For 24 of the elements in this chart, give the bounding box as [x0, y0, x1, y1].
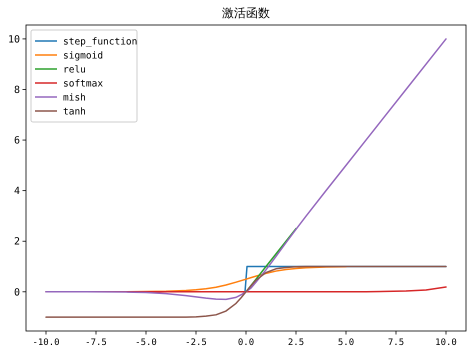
y-tick-label: 6 [14, 136, 20, 147]
x-tick-label: 7.5 [388, 338, 404, 348]
x-tick-label: -5.0 [135, 338, 157, 348]
legend-label: step_function [63, 36, 138, 48]
x-tick-label: -7.5 [85, 338, 107, 348]
x-tick-label: 10.0 [435, 338, 457, 348]
y-tick-label: 10 [8, 34, 20, 46]
x-tick-label: 5.0 [338, 338, 354, 348]
legend-label: tanh [63, 106, 86, 118]
legend-label: relu [63, 64, 86, 76]
legend-label: mish [63, 92, 86, 104]
chart-title: 激活函数 [222, 6, 270, 20]
x-tick-label: 0.0 [238, 338, 254, 348]
y-tick-label: 4 [14, 186, 20, 198]
y-tick-label: 8 [14, 84, 20, 96]
x-tick-label: 2.5 [288, 338, 304, 348]
legend-label: sigmoid [63, 50, 104, 62]
line-series [45, 266, 447, 318]
x-tick-label: -2.5 [185, 338, 207, 348]
legend-label: softmax [63, 78, 104, 90]
y-tick-label: 0 [14, 287, 20, 298]
y-tick-label: 2 [14, 236, 20, 248]
line-series [45, 38, 447, 300]
x-tick-label: -10.0 [32, 338, 60, 348]
